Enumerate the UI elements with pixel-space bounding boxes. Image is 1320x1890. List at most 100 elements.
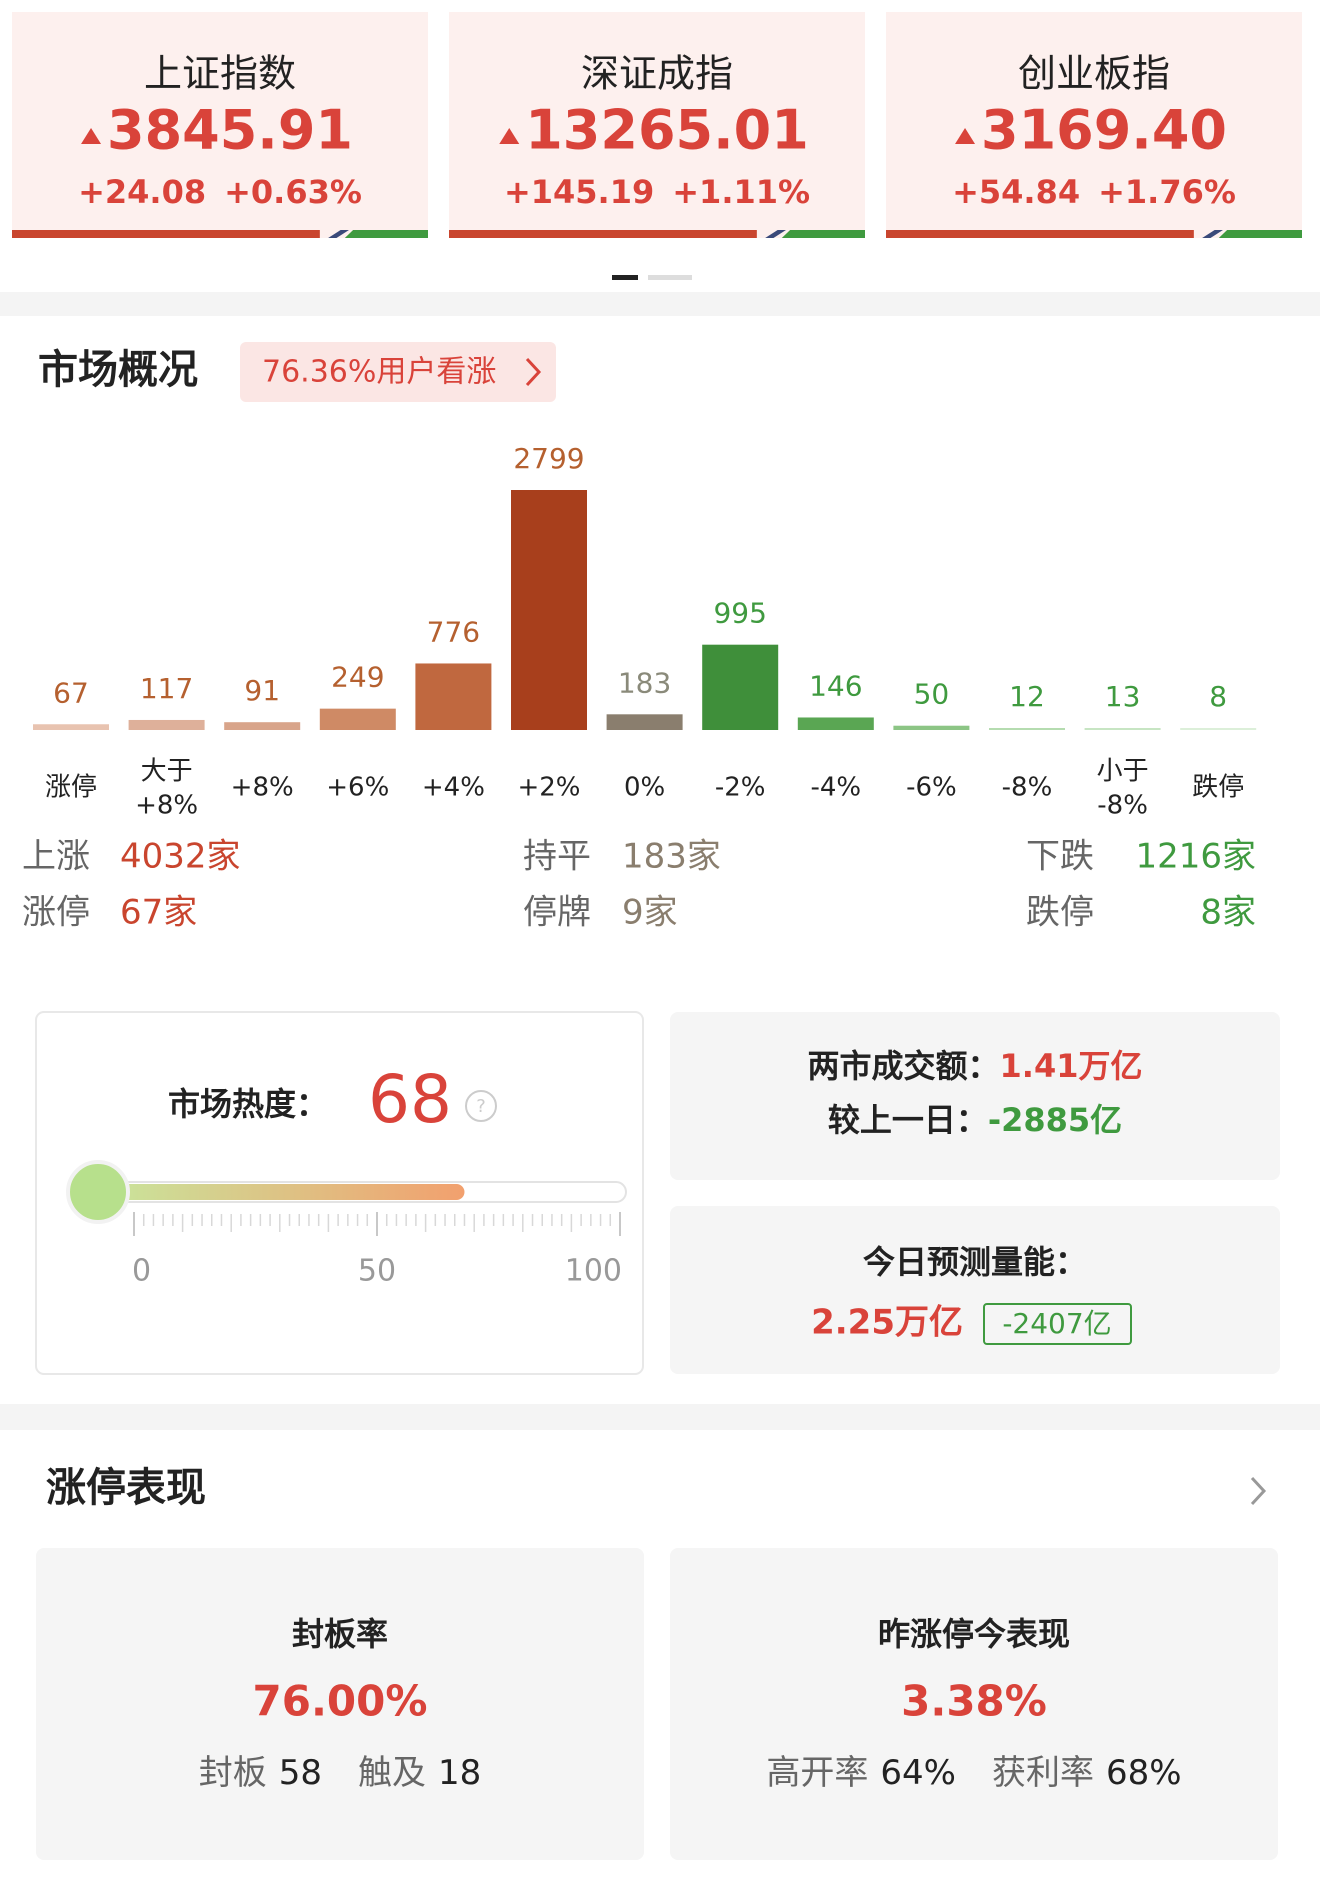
value: 1.41万亿 — [1000, 1047, 1143, 1085]
value: -2885亿 — [988, 1101, 1122, 1139]
separator — [0, 1404, 1320, 1430]
stat-label: 下跌 — [1026, 837, 1094, 877]
bar-red — [886, 230, 1194, 238]
bar-slash — [328, 230, 349, 238]
card-value: 76.00% — [253, 1677, 428, 1726]
up-arrow — [499, 128, 520, 144]
stat-value: 9家 — [622, 893, 678, 933]
stat-value: 18 — [438, 1753, 481, 1793]
card-title: 昨涨停今表现 — [878, 1615, 1070, 1653]
change-pct: +1.76% — [1098, 173, 1236, 211]
stat-label: 触及 — [358, 1753, 426, 1793]
bar-value: 995 — [713, 597, 766, 630]
bar — [319, 708, 396, 730]
section-title: 市场概况 — [38, 347, 198, 393]
category-label: -2% — [715, 773, 766, 803]
bar — [606, 714, 683, 730]
stat-label: 获利率 — [992, 1753, 1094, 1793]
sentiment-pill[interactable]: 76.36%用户看涨 — [240, 342, 556, 402]
stat-value: 4032家 — [120, 837, 241, 877]
bar-value: 50 — [914, 678, 950, 711]
change: +54.84 — [952, 173, 1080, 211]
gauge-tick-label: 100 — [565, 1254, 622, 1289]
bar-value: 183 — [618, 666, 671, 699]
category-label: 0% — [624, 773, 665, 803]
stat-value: 58 — [279, 1753, 322, 1793]
section-title: 涨停表现 — [46, 1465, 206, 1511]
stat-label: 持平 — [523, 837, 591, 877]
category-label: +8% — [231, 773, 294, 803]
label: 较上一日： — [828, 1101, 988, 1139]
change: +24.08 — [78, 173, 206, 211]
turnover-card — [670, 1012, 1280, 1180]
bar-red — [449, 230, 757, 238]
stat-label: 停牌 — [523, 893, 591, 933]
bar-value: 249 — [331, 661, 384, 694]
bar — [224, 722, 301, 730]
stat-value: 67家 — [120, 893, 197, 933]
bar — [1084, 728, 1161, 730]
up-arrow — [955, 128, 976, 144]
diff-box — [983, 1303, 1132, 1345]
bar-value: 12 — [1009, 680, 1045, 713]
page-dot — [648, 275, 692, 280]
bar-green — [1218, 230, 1302, 238]
forecast-value: 2.25万亿 — [811, 1303, 963, 1343]
change-line: +54.84 +1.76% — [952, 173, 1236, 211]
bar — [415, 663, 492, 730]
category-label: 小于 — [1097, 757, 1149, 787]
pill-bg — [240, 342, 556, 402]
bar-value: 67 — [53, 676, 89, 709]
bar-value: 8 — [1209, 680, 1227, 713]
category-label: 涨停 — [45, 773, 97, 803]
bar-value: 2799 — [513, 442, 584, 475]
card-bg — [12, 12, 428, 238]
help-icon[interactable] — [465, 1090, 497, 1122]
bar — [989, 728, 1065, 730]
bar — [1180, 728, 1257, 730]
more-chevron[interactable] — [1250, 1476, 1267, 1506]
bar-value: 91 — [244, 674, 280, 707]
help-mark: ? — [476, 1096, 486, 1117]
card-bg — [449, 12, 865, 238]
bar-green — [344, 230, 428, 238]
change-pct: +0.63% — [224, 173, 362, 211]
limit-card — [670, 1548, 1278, 1860]
up-arrow — [81, 128, 102, 144]
category-label: -8% — [1097, 791, 1148, 821]
category-label: +4% — [422, 773, 485, 803]
bar-red — [12, 230, 320, 238]
card-title: 封板率 — [292, 1615, 388, 1653]
index-name: 创业板指 — [1018, 52, 1170, 96]
stat-label: 跌停 — [1026, 893, 1094, 933]
bar-slash — [765, 230, 786, 238]
index-value: 3845.91 — [107, 99, 353, 162]
stat-value: 64% — [880, 1753, 956, 1793]
index-name: 深证成指 — [581, 52, 733, 96]
category-label: 大于 — [141, 757, 193, 787]
compare-line: 较上一日：-2885亿 — [828, 1101, 1122, 1139]
gauge-tick-label: 0 — [132, 1254, 151, 1289]
category-label: +2% — [517, 773, 580, 803]
gauge-tick-label: 50 — [358, 1254, 396, 1289]
forecast-label: 今日预测量能： — [863, 1243, 1087, 1281]
bar-value: 776 — [427, 615, 480, 648]
category-label: +8% — [135, 791, 198, 821]
forecast-diff: -2407亿 — [1002, 1307, 1111, 1340]
index-value: 13265.01 — [525, 99, 809, 162]
category-label: -6% — [906, 773, 957, 803]
heat-label: 市场热度： — [168, 1085, 328, 1123]
stat-value: 68% — [1106, 1753, 1182, 1793]
card-value: 3.38% — [901, 1677, 1047, 1726]
category-label: -4% — [810, 773, 861, 803]
stat-label: 高开率 — [766, 1753, 868, 1793]
gauge-knob — [66, 1160, 130, 1224]
index-value: 3169.40 — [981, 99, 1227, 162]
index-name: 上证指数 — [144, 52, 296, 96]
bar — [33, 724, 109, 730]
card-stats: 高开率 64% 获利率 68% — [766, 1753, 1181, 1793]
